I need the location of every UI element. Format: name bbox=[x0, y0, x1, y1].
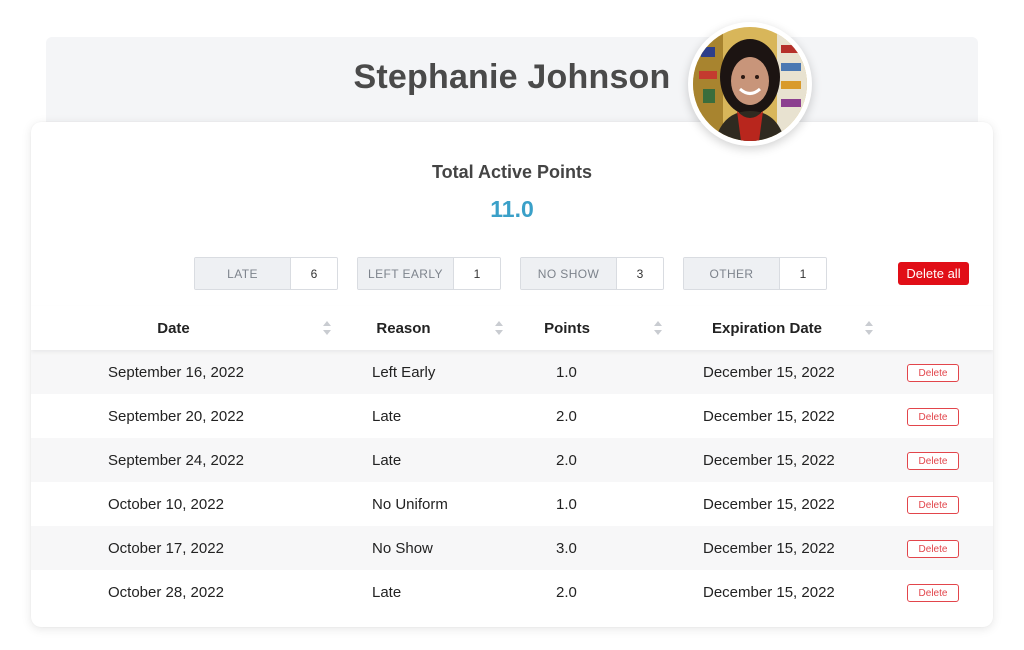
profile-header bbox=[46, 37, 978, 137]
total-points-value: 11.0 bbox=[490, 196, 534, 222]
stat-left-early: LEFT EARLY 1 bbox=[357, 257, 501, 290]
employee-name: Stephanie Johnson bbox=[353, 58, 671, 96]
stat-no-show: NO SHOW 3 bbox=[520, 257, 664, 290]
cell-reason: Left Early bbox=[372, 363, 436, 381]
cell-date: October 28, 2022 bbox=[108, 583, 224, 601]
delete-row-button[interactable]: Delete bbox=[907, 364, 959, 382]
sort-icon[interactable] bbox=[322, 320, 332, 336]
sort-icon[interactable] bbox=[653, 320, 663, 336]
stat-label: OTHER bbox=[684, 258, 780, 289]
cell-reason: Late bbox=[372, 451, 402, 469]
cell-points: 2.0 bbox=[556, 407, 577, 425]
stat-count: 1 bbox=[780, 258, 826, 289]
cell-points: 3.0 bbox=[556, 539, 577, 557]
column-header-date[interactable]: Date bbox=[157, 319, 190, 337]
column-header-reason[interactable]: Reason bbox=[376, 319, 431, 337]
stat-count: 1 bbox=[454, 258, 500, 289]
table-row: September 16, 2022 Left Early 1.0 Decemb… bbox=[31, 350, 993, 394]
cell-date: October 17, 2022 bbox=[108, 539, 224, 557]
cell-date: September 24, 2022 bbox=[108, 451, 244, 469]
table-row: October 17, 2022 No Show 3.0 December 15… bbox=[31, 526, 993, 570]
stat-label: NO SHOW bbox=[521, 258, 617, 289]
column-header-points[interactable]: Points bbox=[544, 319, 590, 337]
stat-count: 3 bbox=[617, 258, 663, 289]
cell-expiration: December 15, 2022 bbox=[703, 407, 835, 425]
column-header-expiration[interactable]: Expiration Date bbox=[711, 319, 823, 337]
cell-expiration: December 15, 2022 bbox=[703, 495, 835, 513]
table-row: October 10, 2022 No Uniform 1.0 December… bbox=[31, 482, 993, 526]
cell-reason: Late bbox=[372, 583, 402, 601]
table-row: September 24, 2022 Late 2.0 December 15,… bbox=[31, 438, 993, 482]
stat-label: LATE bbox=[195, 258, 291, 289]
cell-expiration: December 15, 2022 bbox=[703, 451, 835, 469]
points-card: Total Active Points 11.0 LATE 6 LEFT EAR… bbox=[31, 122, 993, 627]
cell-date: October 10, 2022 bbox=[108, 495, 224, 513]
sort-icon[interactable] bbox=[864, 320, 874, 336]
delete-row-button[interactable]: Delete bbox=[907, 408, 959, 426]
stat-late: LATE 6 bbox=[194, 257, 338, 290]
sort-icon[interactable] bbox=[494, 320, 504, 336]
cell-points: 1.0 bbox=[556, 495, 577, 513]
stat-count: 6 bbox=[291, 258, 337, 289]
profile-photo bbox=[693, 27, 807, 141]
cell-reason: Late bbox=[372, 407, 402, 425]
delete-row-button[interactable]: Delete bbox=[907, 496, 959, 514]
total-points-title: Total Active Points bbox=[431, 162, 593, 182]
cell-reason: No Show bbox=[372, 539, 433, 557]
cell-points: 2.0 bbox=[556, 451, 577, 469]
cell-expiration: December 15, 2022 bbox=[703, 539, 835, 557]
stat-label: LEFT EARLY bbox=[358, 258, 454, 289]
cell-expiration: December 15, 2022 bbox=[703, 363, 835, 381]
delete-row-button[interactable]: Delete bbox=[907, 452, 959, 470]
cell-reason: No Uniform bbox=[372, 495, 448, 513]
avatar bbox=[688, 22, 812, 146]
table-header: Date Reason Points Expiration Date bbox=[31, 306, 993, 350]
delete-all-button[interactable]: Delete all bbox=[898, 262, 969, 285]
cell-date: September 16, 2022 bbox=[108, 363, 244, 381]
delete-row-button[interactable]: Delete bbox=[907, 540, 959, 558]
delete-row-button[interactable]: Delete bbox=[907, 584, 959, 602]
cell-points: 1.0 bbox=[556, 363, 577, 381]
table-row: October 28, 2022 Late 2.0 December 15, 2… bbox=[31, 570, 993, 614]
cell-points: 2.0 bbox=[556, 583, 577, 601]
cell-date: September 20, 2022 bbox=[108, 407, 244, 425]
stat-other: OTHER 1 bbox=[683, 257, 827, 290]
table-row: September 20, 2022 Late 2.0 December 15,… bbox=[31, 394, 993, 438]
cell-expiration: December 15, 2022 bbox=[703, 583, 835, 601]
